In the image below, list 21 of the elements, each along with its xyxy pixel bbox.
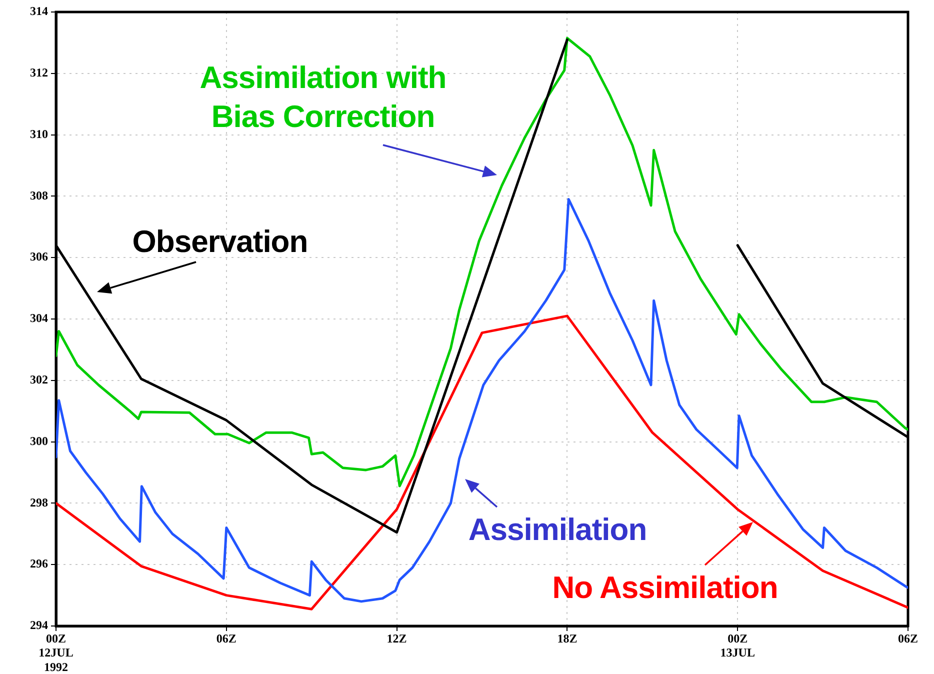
legend-label: No Assimilation bbox=[551, 569, 779, 607]
x-tick-label: 00Z 13JUL bbox=[720, 631, 755, 660]
y-tick-label: 302 bbox=[30, 372, 48, 386]
y-tick-label: 298 bbox=[30, 495, 48, 510]
y-tick-label: 312 bbox=[30, 65, 48, 80]
y-tick-label: 308 bbox=[30, 188, 48, 202]
x-tick-label: 00Z 12JUL 1992 bbox=[38, 631, 74, 674]
y-tick-label: 294 bbox=[30, 618, 48, 632]
y-tick-label: 300 bbox=[30, 434, 48, 448]
y-tick-label: 304 bbox=[30, 311, 48, 326]
x-tick-label: 06Z bbox=[898, 631, 918, 646]
y-tick-label: 296 bbox=[30, 556, 48, 571]
series-label: Assimilation bbox=[467, 511, 648, 549]
y-tick-label: 310 bbox=[30, 126, 48, 141]
x-tick-label: 06Z bbox=[216, 631, 236, 646]
y-tick-label: 314 bbox=[30, 4, 48, 18]
x-tick-label: 12Z bbox=[386, 631, 407, 646]
series-label: Observation bbox=[131, 223, 309, 261]
text: Assimilation with Bias Correction bbox=[198, 59, 448, 136]
y-tick-label: 306 bbox=[30, 250, 48, 264]
x-tick-label: 18Z bbox=[557, 631, 578, 646]
